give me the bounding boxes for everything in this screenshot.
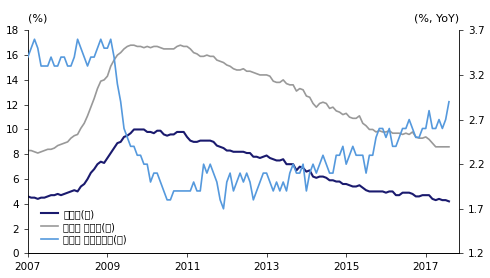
Text: (%): (%)	[28, 14, 47, 24]
시간당 임금상승률(우)	[250, 198, 256, 202]
실업률(좌)	[390, 190, 395, 193]
Line: 광의의 실업률(좌): 광의의 실업률(좌)	[28, 45, 449, 153]
광의의 실업률(좌)	[433, 145, 439, 148]
시간당 임금상승률(우)	[31, 38, 37, 41]
실업률(좌)	[25, 195, 31, 198]
시간당 임금상승률(우)	[131, 145, 137, 148]
실업률(좌)	[184, 135, 190, 138]
실업률(좌)	[429, 197, 435, 200]
Line: 실업률(좌): 실업률(좌)	[28, 130, 449, 201]
광의의 실업률(좌)	[35, 151, 41, 155]
시간당 임금상승률(우)	[446, 100, 452, 103]
광의의 실업률(좌)	[25, 149, 31, 152]
실업률(좌)	[247, 151, 253, 155]
광의의 실업률(좌)	[393, 131, 399, 135]
시간당 임금상승률(우)	[433, 127, 439, 130]
시간당 임금상승률(우)	[184, 189, 190, 193]
광의의 실업률(좌)	[128, 44, 134, 47]
광의의 실업률(좌)	[204, 53, 210, 57]
시간당 임금상승률(우)	[201, 163, 207, 166]
광의의 실업률(좌)	[187, 47, 193, 51]
시간당 임금상승률(우)	[220, 207, 226, 210]
광의의 실업률(좌)	[250, 71, 256, 74]
실업률(좌)	[446, 200, 452, 203]
광의의 실업률(좌)	[446, 145, 452, 148]
시간당 임금상승률(우)	[25, 55, 31, 59]
시간당 임금상승률(우)	[393, 145, 399, 148]
실업률(좌)	[128, 131, 134, 135]
실업률(좌)	[131, 128, 137, 131]
Line: 시간당 임금상승률(우): 시간당 임금상승률(우)	[28, 39, 449, 209]
Legend: 실업률(좌), 광의의 실업률(좌), 시간당 임금상승률(우): 실업률(좌), 광의의 실업률(좌), 시간당 임금상승률(우)	[37, 205, 131, 249]
광의의 실업률(좌)	[134, 45, 140, 48]
Text: (%, YoY): (%, YoY)	[414, 14, 459, 24]
실업률(좌)	[201, 139, 207, 142]
